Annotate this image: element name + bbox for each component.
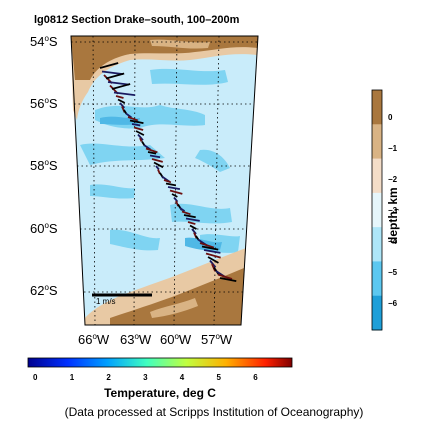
latitude-label: 60oS — [30, 221, 58, 236]
velocity-vector — [201, 245, 219, 251]
velocity-vector — [139, 137, 143, 142]
velocity-vector — [189, 224, 197, 230]
graticule — [71, 35, 258, 326]
temperature-tick-label: 6 — [253, 373, 258, 382]
velocity-vector — [217, 273, 233, 280]
velocity-vector — [167, 186, 181, 190]
velocity-vector — [131, 123, 141, 127]
velocity-vector — [115, 95, 124, 99]
depth-colorbar-segment — [372, 158, 382, 194]
velocity-vector — [117, 98, 126, 104]
velocity-vector — [113, 91, 136, 96]
longitude-label: 66oW — [78, 332, 110, 347]
temperature-tick-label: 5 — [216, 373, 221, 382]
longitude-label: 63oW — [120, 332, 152, 347]
depth-colorbar-segment — [372, 124, 382, 160]
velocity-vector — [147, 151, 157, 155]
velocity-vector — [137, 133, 144, 141]
velocity-vector — [163, 179, 172, 184]
depth-tick-label: −2 — [388, 175, 398, 184]
velocity-vector — [205, 252, 221, 259]
velocity-vector — [179, 207, 186, 212]
depth-tick-label: −6 — [388, 299, 398, 308]
depth-tick-label: −5 — [388, 268, 398, 277]
velocity-vector — [203, 249, 221, 254]
velocity-vector — [133, 126, 144, 131]
velocity-vector — [153, 161, 164, 169]
antarctic-peninsula-shelf — [85, 248, 246, 325]
velocity-vector — [207, 256, 219, 264]
map-title: lg0812 Section Drake–south, 100–200m — [34, 14, 240, 26]
velocity-vector — [101, 70, 124, 75]
velocity-vector — [155, 165, 160, 170]
velocity-vector — [199, 242, 215, 249]
scale-label: 1 m/s — [96, 297, 116, 306]
velocity-vector — [183, 214, 196, 219]
velocity-vector — [125, 112, 132, 119]
velocity-vector — [99, 62, 119, 69]
velocity-vector — [191, 228, 197, 235]
velocity-vector — [219, 277, 237, 282]
velocity-vector — [119, 102, 126, 109]
deep-basin-patches — [80, 68, 240, 253]
velocity-vector — [145, 147, 158, 154]
longitude-label: 57oW — [201, 332, 233, 347]
depth-colorbar-segment — [372, 227, 382, 262]
velocity-vector — [157, 169, 161, 175]
depth-tick-label: −4 — [388, 237, 398, 246]
velocity-vector — [187, 221, 196, 225]
temperature-colorbar — [27, 357, 293, 368]
temperature-tick-label: 4 — [179, 373, 185, 382]
depth-tick-label: −1 — [388, 144, 398, 153]
latitude-label: 62oS — [30, 283, 58, 298]
temperature-tick-label: 1 — [69, 373, 75, 382]
depth-tick-label: 0 — [388, 113, 393, 122]
temperature-tick-label: 2 — [106, 373, 111, 382]
velocity-vector — [105, 72, 125, 80]
velocity-vector — [169, 189, 183, 195]
temperature-colorbar-label: Temperature, deg C — [104, 386, 216, 400]
velocity-vector — [123, 109, 127, 114]
credit-text: (Data processed at Scripps Institution o… — [64, 405, 364, 419]
latitude-label: 56oS — [30, 96, 58, 111]
depth-colorbar — [372, 90, 382, 331]
velocity-vector — [171, 193, 178, 198]
velocity-vector — [127, 116, 139, 122]
depth-colorbar-segment — [372, 295, 382, 331]
velocity-vector — [151, 158, 163, 163]
velocity-vector — [135, 130, 145, 136]
velocity-vector — [185, 217, 200, 222]
temperature-tick-label: 3 — [143, 373, 148, 382]
depth-tick-label: −3 — [388, 206, 398, 215]
velocity-vectors — [99, 62, 237, 282]
depth-colorbar-segment — [372, 192, 382, 228]
south-america-shelf — [71, 36, 258, 120]
velocity-vector — [195, 235, 200, 240]
velocity-vector — [149, 154, 161, 159]
depth-colorbar-segment — [372, 261, 382, 297]
latitude-label: 58oS — [30, 158, 58, 173]
latitude-label: 54oS — [30, 34, 58, 49]
velocity-vector — [107, 81, 130, 86]
temperature-tick-label: 0 — [33, 373, 38, 382]
depth-colorbar-label: depth, km — [386, 187, 400, 244]
velocity-vector — [111, 83, 131, 90]
depth-colorbar-segment — [372, 90, 382, 125]
depth-colorbar-frame — [371, 89, 383, 331]
velocity-vector — [181, 210, 191, 216]
velocity-vector — [129, 119, 144, 125]
velocity-vector — [165, 182, 177, 187]
longitude-label: 60oW — [160, 332, 192, 347]
